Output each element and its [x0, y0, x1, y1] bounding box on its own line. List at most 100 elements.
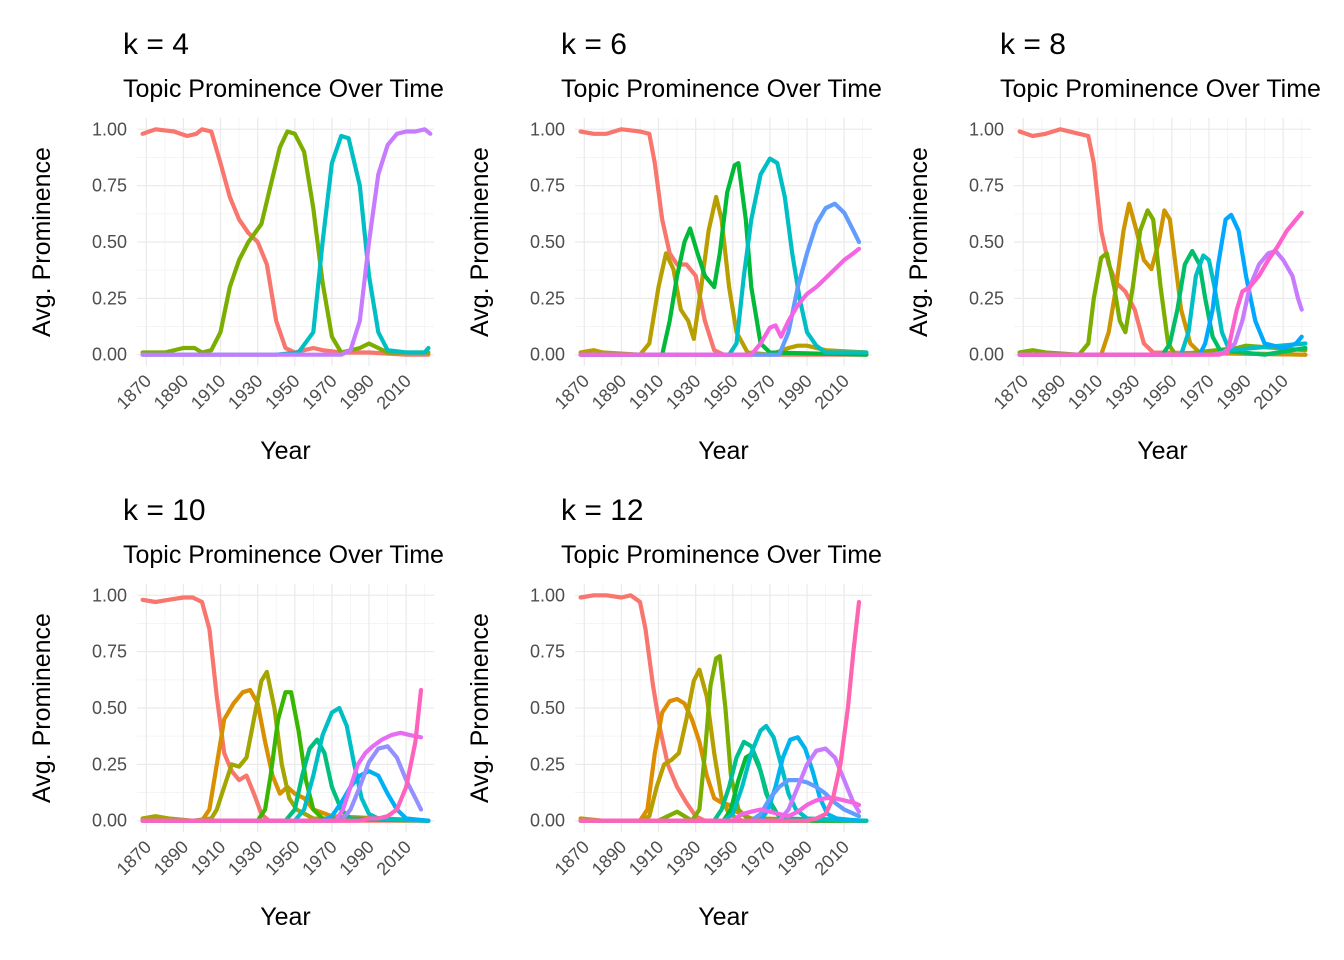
panel-title: k = 10 [123, 494, 206, 527]
x-tick-label: 1930 [662, 837, 704, 879]
x-tick-label: 1870 [113, 837, 155, 879]
y-axis-title: Avg. Prominence [28, 613, 56, 803]
series-line-0 [140, 595, 431, 823]
series-line-2 [578, 161, 869, 357]
series-line-5 [1017, 212, 1304, 357]
x-tick-label: 2010 [1250, 371, 1292, 413]
y-tick-label: 0.00 [530, 811, 565, 831]
x-tick-label: 1910 [625, 837, 667, 879]
x-axis-title: Year [698, 437, 749, 465]
y-tick-label: 1.00 [92, 585, 127, 605]
x-tick-label: 1970 [298, 371, 340, 413]
x-tick-label: 1890 [150, 371, 192, 413]
x-tick-label: 1990 [335, 371, 377, 413]
x-tick-label: 1890 [588, 837, 630, 879]
series-line-3 [140, 127, 433, 357]
y-tick-label: 0.75 [530, 176, 565, 196]
chart-panel-1: 0.00 0.25 0.50 0.75 1.00 18701890191019301950… [466, 28, 882, 465]
series-line-0 [578, 593, 869, 823]
series-line-0 [140, 127, 431, 357]
y-tick-label: 0.00 [92, 811, 127, 831]
series-line-4 [1017, 253, 1308, 357]
panel-subtitle: Topic Prominence Over Time [123, 541, 444, 569]
y-axis-title: Avg. Prominence [466, 147, 494, 337]
x-tick-label: 2010 [811, 371, 853, 413]
series-line-3 [578, 654, 869, 823]
series-line-2 [140, 133, 431, 357]
x-tick-label: 1990 [335, 837, 377, 879]
series-line-0 [1017, 127, 1308, 357]
y-axis-title: Avg. Prominence [905, 147, 933, 337]
x-tick-label: 1970 [298, 837, 340, 879]
y-tick-label: 0.25 [92, 754, 127, 774]
y-tick-label: 0.25 [92, 288, 127, 308]
y-axis-title: Avg. Prominence [466, 613, 494, 803]
y-tick-label: 0.50 [92, 232, 127, 252]
series-line-5 [140, 705, 431, 823]
chart-panel-2: 0.00 0.25 0.50 0.75 1.00 18701890191019301950… [905, 28, 1321, 465]
panel-title: k = 6 [561, 28, 627, 61]
series-line-1 [140, 687, 431, 823]
x-tick-label: 1970 [736, 371, 778, 413]
y-tick-label: 0.75 [92, 176, 127, 196]
series-line-2 [1017, 208, 1308, 357]
x-tick-label: 1890 [1027, 371, 1069, 413]
y-tick-label: 0.50 [92, 698, 127, 718]
panel-title: k = 12 [561, 494, 644, 527]
panel-title: k = 8 [1000, 28, 1066, 61]
x-tick-label: 1930 [1101, 371, 1143, 413]
x-axis-title: Year [260, 903, 311, 931]
y-tick-label: 0.75 [530, 642, 565, 662]
y-tick-label: 0.25 [530, 288, 565, 308]
x-tick-label: 1910 [1064, 371, 1106, 413]
series-line-6 [578, 723, 869, 823]
y-tick-label: 0.00 [969, 345, 1004, 365]
x-tick-label: 2010 [373, 837, 415, 879]
x-tick-label: 2010 [811, 837, 853, 879]
series-line-9 [140, 687, 424, 823]
y-tick-label: 0.25 [969, 288, 1004, 308]
panel-subtitle: Topic Prominence Over Time [123, 75, 444, 103]
y-axis-title: Avg. Prominence [28, 147, 56, 337]
series-line-8 [140, 730, 424, 823]
x-tick-label: 1930 [224, 371, 266, 413]
y-tick-label: 1.00 [969, 119, 1004, 139]
y-tick-label: 0.50 [530, 698, 565, 718]
series-line-11 [578, 599, 862, 823]
x-tick-label: 1990 [773, 837, 815, 879]
x-tick-label: 1910 [187, 371, 229, 413]
series-line-4 [140, 737, 431, 823]
y-tick-label: 0.00 [92, 345, 127, 365]
series-line-7 [140, 744, 424, 823]
x-axis-title: Year [260, 437, 311, 465]
chart-panel-0: 0.00 0.25 0.50 0.75 1.00 18701890191019301950… [28, 28, 444, 465]
chart-panel-4: 0.00 0.25 0.50 0.75 1.00 18701890191019301950… [466, 494, 882, 931]
series-line-0 [578, 127, 869, 357]
x-tick-label: 1990 [773, 371, 815, 413]
chart-panel-3: 0.00 0.25 0.50 0.75 1.00 18701890191019301950… [28, 494, 444, 931]
x-tick-label: 1890 [588, 371, 630, 413]
y-tick-label: 0.50 [969, 232, 1004, 252]
x-tick-label: 1890 [150, 837, 192, 879]
series-line-1 [1017, 201, 1308, 357]
y-tick-label: 0.50 [530, 232, 565, 252]
x-tick-label: 1950 [261, 371, 303, 413]
series-line-7 [1017, 210, 1304, 357]
x-tick-label: 1910 [625, 371, 667, 413]
x-axis-title: Year [698, 903, 749, 931]
x-tick-label: 1970 [1175, 371, 1217, 413]
y-tick-label: 1.00 [92, 119, 127, 139]
x-tick-label: 1870 [551, 371, 593, 413]
panel-title: k = 4 [123, 28, 189, 61]
y-tick-label: 1.00 [530, 119, 565, 139]
x-tick-label: 1990 [1212, 371, 1254, 413]
series-line-4 [578, 201, 862, 357]
x-tick-label: 1870 [113, 371, 155, 413]
panel-subtitle: Topic Prominence Over Time [561, 75, 882, 103]
x-tick-label: 1950 [699, 837, 741, 879]
x-axis-title: Year [1137, 437, 1188, 465]
x-tick-label: 1950 [1138, 371, 1180, 413]
series-line-9 [578, 746, 862, 823]
x-tick-label: 1950 [261, 837, 303, 879]
series-line-3 [140, 690, 431, 823]
